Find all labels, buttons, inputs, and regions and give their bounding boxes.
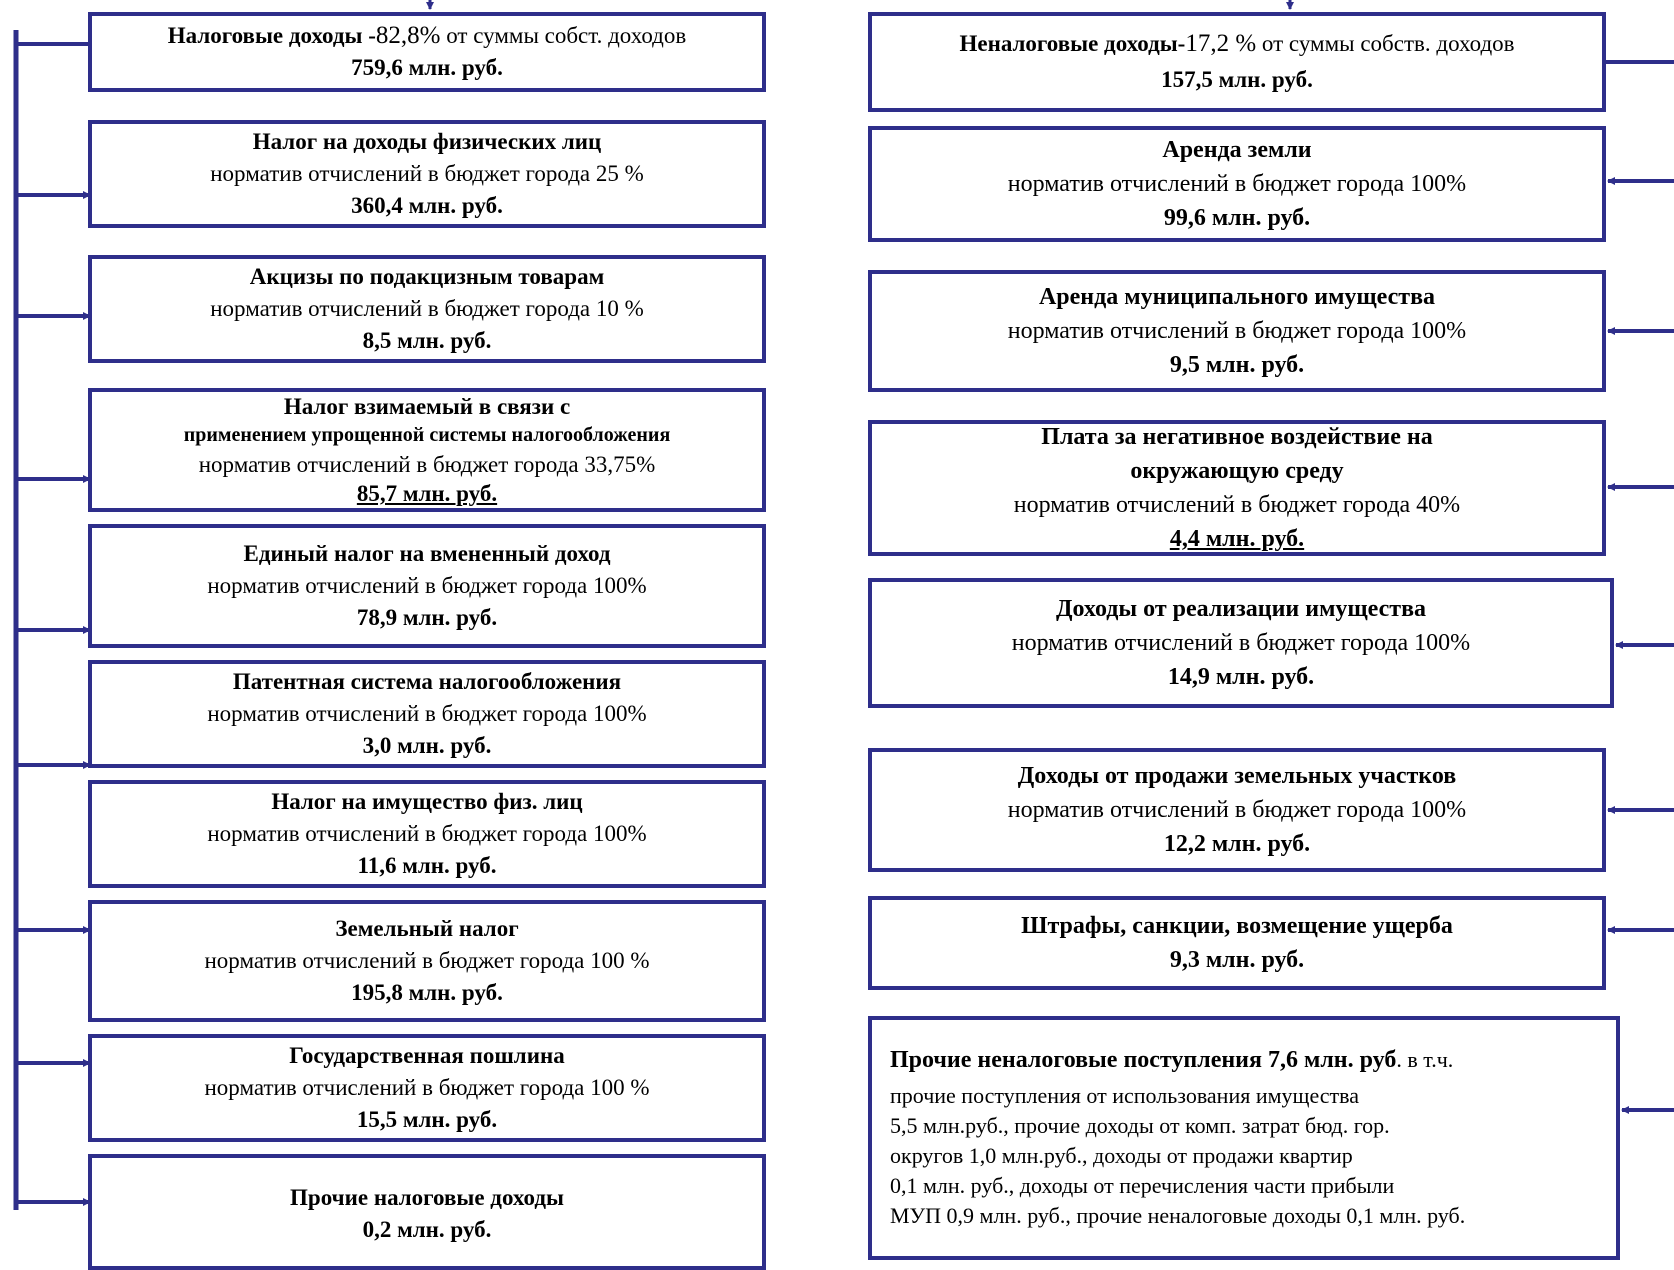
item-norm: норматив отчислений в бюджет города 100 …	[204, 1075, 650, 1100]
item-value: 195,8 млн. руб.	[351, 980, 503, 1005]
other-line-3: округов 1,0 млн.руб., доходы от продажи …	[890, 1143, 1353, 1168]
item-value: 9,5 млн. руб.	[1169, 352, 1305, 378]
property-tax-box: Налог на имущество физ. лиц норматив отч…	[88, 780, 766, 888]
header-title: Неналоговые доходы-	[959, 31, 1186, 56]
item-title: Налог на доходы физических лиц	[252, 129, 602, 154]
item-value: 11,6 млн. руб.	[357, 853, 497, 878]
patent-system-box: Патентная система налогообложения нормат…	[88, 660, 766, 768]
land-rent-box: Аренда земли норматив отчислений в бюдже…	[868, 126, 1606, 242]
item-title: Государственная пошлина	[289, 1043, 565, 1068]
header-value: 157,5 млн. руб.	[1161, 67, 1313, 92]
header-percent: 17,2 %	[1185, 30, 1257, 57]
item-title: Аренда земли	[1162, 137, 1312, 163]
item-title: Налог на имущество физ. лиц	[271, 789, 583, 814]
property-sale-income-box: Доходы от реализации имущества норматив …	[868, 578, 1614, 708]
fines-box: Штрафы, санкции, возмещение ущерба 9,3 м…	[868, 896, 1606, 990]
other-line-4: 0,1 млн. руб., доходы от перечисления ча…	[890, 1173, 1395, 1198]
header-title: Налоговые доходы -	[167, 23, 376, 48]
item-title: Единый налог на вмененный доход	[243, 541, 611, 566]
item-value: 3,0 млн. руб.	[362, 733, 492, 758]
item-title: Доходы от продажи земельных участков	[1017, 763, 1457, 789]
other-tax-revenue-box: Прочие налоговые доходы 0,2 млн. руб.	[88, 1154, 766, 1270]
other-line-5: МУП 0,9 млн. руб., прочие неналоговые до…	[890, 1203, 1466, 1228]
item-title: Аренда муниципального имущества	[1038, 284, 1436, 310]
item-title: Налог взимаемый в связи с	[283, 394, 571, 419]
other-line-2: 5,5 млн.руб., прочие доходы от комп. зат…	[890, 1113, 1390, 1138]
item-value: 99,6 млн. руб.	[1163, 205, 1311, 231]
item-value: 9,3 млн. руб.	[1169, 947, 1305, 973]
imputed-income-tax-box: Единый налог на вмененный доход норматив…	[88, 524, 766, 648]
land-plot-sale-box: Доходы от продажи земельных участков нор…	[868, 748, 1606, 872]
header-percent-suffix: от суммы собств. доходов	[1256, 31, 1515, 56]
other-suffix: . в т.ч.	[1396, 1047, 1454, 1072]
non-tax-revenue-header: Неналоговые доходы-17,2 % от суммы собст…	[868, 12, 1606, 112]
item-norm: норматив отчислений в бюджет города 100%	[207, 573, 647, 598]
item-norm: норматив отчислений в бюджет города 100%	[1007, 318, 1467, 344]
item-title: Прочие налоговые доходы	[290, 1185, 564, 1210]
item-norm: норматив отчислений в бюджет города 100%	[1011, 630, 1471, 656]
income-tax-box: Налог на доходы физических лиц норматив …	[88, 120, 766, 228]
item-norm: норматив отчислений в бюджет города 33,7…	[198, 452, 656, 477]
other-non-tax-box: Прочие неналоговые поступления 7,6 млн. …	[868, 1016, 1620, 1260]
item-title: Земельный налог	[335, 916, 519, 941]
item-title: Штрафы, санкции, возмещение ущерба	[1021, 913, 1453, 939]
item-value: 78,9 млн. руб.	[356, 605, 498, 630]
item-value: 85,7 млн. руб.	[356, 481, 498, 506]
item-norm: норматив отчислений в бюджет города 10 %	[210, 296, 644, 321]
item-norm: норматив отчислений в бюджет города 100%	[207, 821, 647, 846]
item-value: 12,2 млн. руб.	[1163, 831, 1311, 857]
item-value: 360,4 млн. руб.	[351, 193, 503, 218]
item-value: 15,5 млн. руб.	[356, 1107, 498, 1132]
item-title-2: окружающую среду	[1130, 458, 1344, 484]
header-value: 759,6 млн. руб.	[351, 55, 503, 80]
header-percent-suffix: от суммы собст. доходов	[440, 23, 687, 48]
other-line-1: прочие поступления от использования имущ…	[890, 1083, 1360, 1108]
item-norm: норматив отчислений в бюджет города 100%	[1007, 171, 1467, 197]
item-norm: норматив отчислений в бюджет города 40%	[1013, 492, 1461, 518]
tax-revenue-header: Налоговые доходы -82,8% от суммы собст. …	[88, 12, 766, 92]
item-value: 0,2 млн. руб.	[362, 1217, 492, 1242]
item-norm: норматив отчислений в бюджет города 100%	[207, 701, 647, 726]
item-value: 14,9 млн. руб.	[1167, 664, 1315, 690]
item-title: Акцизы по подакцизным товарам	[249, 264, 605, 289]
item-norm: норматив отчислений в бюджет города 100 …	[204, 948, 650, 973]
header-percent: 82,8%	[375, 22, 441, 49]
simplified-tax-box: Налог взимаемый в связи с применением уп…	[88, 388, 766, 512]
other-title: Прочие неналоговые поступления 7,6 млн. …	[890, 1047, 1397, 1073]
item-value: 4,4 млн. руб.	[1169, 526, 1305, 552]
item-norm: норматив отчислений в бюджет города 100%	[1007, 797, 1467, 823]
item-norm: норматив отчислений в бюджет города 25 %	[210, 161, 644, 186]
item-title: Доходы от реализации имущества	[1055, 596, 1427, 622]
item-title: Патентная система налогообложения	[232, 669, 622, 694]
state-duty-box: Государственная пошлина норматив отчисле…	[88, 1034, 766, 1142]
item-value: 8,5 млн. руб.	[362, 328, 492, 353]
land-tax-box: Земельный налог норматив отчислений в бю…	[88, 900, 766, 1022]
item-title-2: применением упрощенной системы налогообл…	[183, 424, 671, 446]
municipal-property-rent-box: Аренда муниципального имущества норматив…	[868, 270, 1606, 392]
environmental-fee-box: Плата за негативное воздействие на окруж…	[868, 420, 1606, 556]
item-title: Плата за негативное воздействие на	[1041, 424, 1433, 450]
excise-box: Акцизы по подакцизным товарам норматив о…	[88, 255, 766, 363]
